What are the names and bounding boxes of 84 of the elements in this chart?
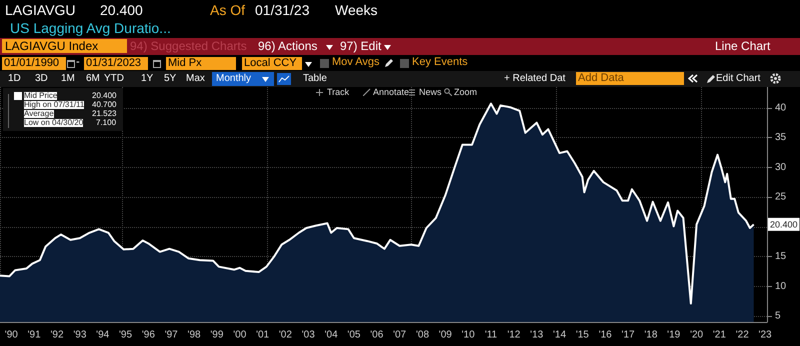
annotation: Average <box>24 109 54 118</box>
x-tick-label: '99 <box>210 330 224 340</box>
x-tick-label: '08 <box>416 330 430 340</box>
x-tick-label: '02 <box>278 330 292 340</box>
text: Max <box>186 73 205 84</box>
text: Monthly <box>216 73 252 84</box>
text: 97) Edit <box>340 39 382 53</box>
y-tick-label: 35 <box>775 132 787 144</box>
text: + Related Dat <box>504 73 566 84</box>
annotation: News <box>419 87 442 97</box>
annotation: 20.400 <box>92 91 116 100</box>
y-tick-label: 5 <box>775 310 781 322</box>
x-tick-label: '20 <box>690 330 704 340</box>
x-tick-label: '03 <box>302 330 316 340</box>
text: Edit Chart <box>716 73 760 84</box>
text: 01/31/2023 <box>84 57 148 70</box>
x-tick-label: '05 <box>347 330 361 340</box>
x-tick-label: '95 <box>118 330 132 340</box>
x-tick-label: '18 <box>644 330 658 340</box>
x-tick-label: '22 <box>736 330 750 340</box>
x-tick-label: '11 <box>484 330 498 340</box>
text: Key Events <box>412 56 468 68</box>
annotation: Track <box>327 87 350 97</box>
text: Mov Avgs <box>332 56 380 68</box>
text: 3D <box>35 73 48 84</box>
x-tick-label: '98 <box>188 330 201 340</box>
x-tick-label: '06 <box>370 330 384 340</box>
legend-label: Mid Price <box>24 91 58 100</box>
x-tick-label: '23 <box>758 330 772 340</box>
y-tick-label: 30 <box>775 162 787 173</box>
x-tick-label: '19 <box>667 330 681 340</box>
x-tick-label: '12 <box>507 330 521 340</box>
x-tick-label: '91 <box>28 330 42 340</box>
x-tick-label: '14 <box>552 330 566 340</box>
y-tick-label: 40 <box>775 102 787 114</box>
x-tick-label: '00 <box>233 330 247 340</box>
text: 96) Actions <box>258 39 318 53</box>
x-tick-label: '96 <box>142 330 156 340</box>
annotation: Low on 04/30/20 <box>24 118 84 127</box>
text: Weeks <box>335 2 378 18</box>
annotation: High on 07/31/11 <box>24 100 84 109</box>
x-tick-label: '94 <box>96 330 110 340</box>
chart-title: US Lagging Avg Duratio... <box>10 20 171 36</box>
x-tick-label: '10 <box>462 330 476 340</box>
text: LAGIAVGU Index <box>2 39 127 53</box>
text: As Of <box>210 2 246 18</box>
y-tick-label: 15 <box>775 251 787 262</box>
annotation: 40.700 <box>92 100 116 109</box>
text: Mid Px <box>166 57 236 70</box>
x-tick-label: '15 <box>576 330 590 340</box>
text: YTD <box>104 73 124 84</box>
text: 1D <box>8 73 21 84</box>
text: 1M <box>61 73 75 84</box>
x-tick-label: '07 <box>393 330 407 340</box>
text: 01/31/23 <box>255 2 310 18</box>
x-tick-label: '93 <box>73 330 87 340</box>
annotation: 20.400 <box>770 219 798 230</box>
annotation: 21.523 <box>92 109 116 118</box>
text: - <box>76 56 80 68</box>
annotation: Annotate <box>373 87 410 97</box>
x-tick-label: '09 <box>438 330 452 340</box>
text: Table <box>303 73 327 84</box>
x-tick-label: '21 <box>712 330 726 340</box>
text: LAGIAVGU <box>5 2 76 18</box>
x-tick-label: '17 <box>622 330 635 340</box>
x-tick-label: '04 <box>324 330 338 340</box>
x-tick-label: '90 <box>4 330 18 340</box>
text: 1Y <box>141 73 154 84</box>
y-tick-label: 25 <box>775 192 787 203</box>
annotation: 7.100 <box>96 118 116 127</box>
x-tick-label: '13 <box>530 330 544 340</box>
y-tick-label: 10 <box>775 280 787 292</box>
text: 01/01/1990 <box>2 57 66 70</box>
text: 5Y <box>164 73 176 84</box>
x-tick-label: '16 <box>598 330 612 340</box>
x-tick-label: '92 <box>50 330 64 340</box>
text: 6M <box>86 73 100 84</box>
text: Line Chart <box>715 39 770 53</box>
x-tick-label: '97 <box>164 330 178 340</box>
text: Local CCY <box>242 57 302 70</box>
annotation: Zoom <box>454 87 478 97</box>
text: 20.400 <box>100 2 143 18</box>
text: Add Data <box>576 72 684 85</box>
x-tick-label: '01 <box>256 330 270 340</box>
